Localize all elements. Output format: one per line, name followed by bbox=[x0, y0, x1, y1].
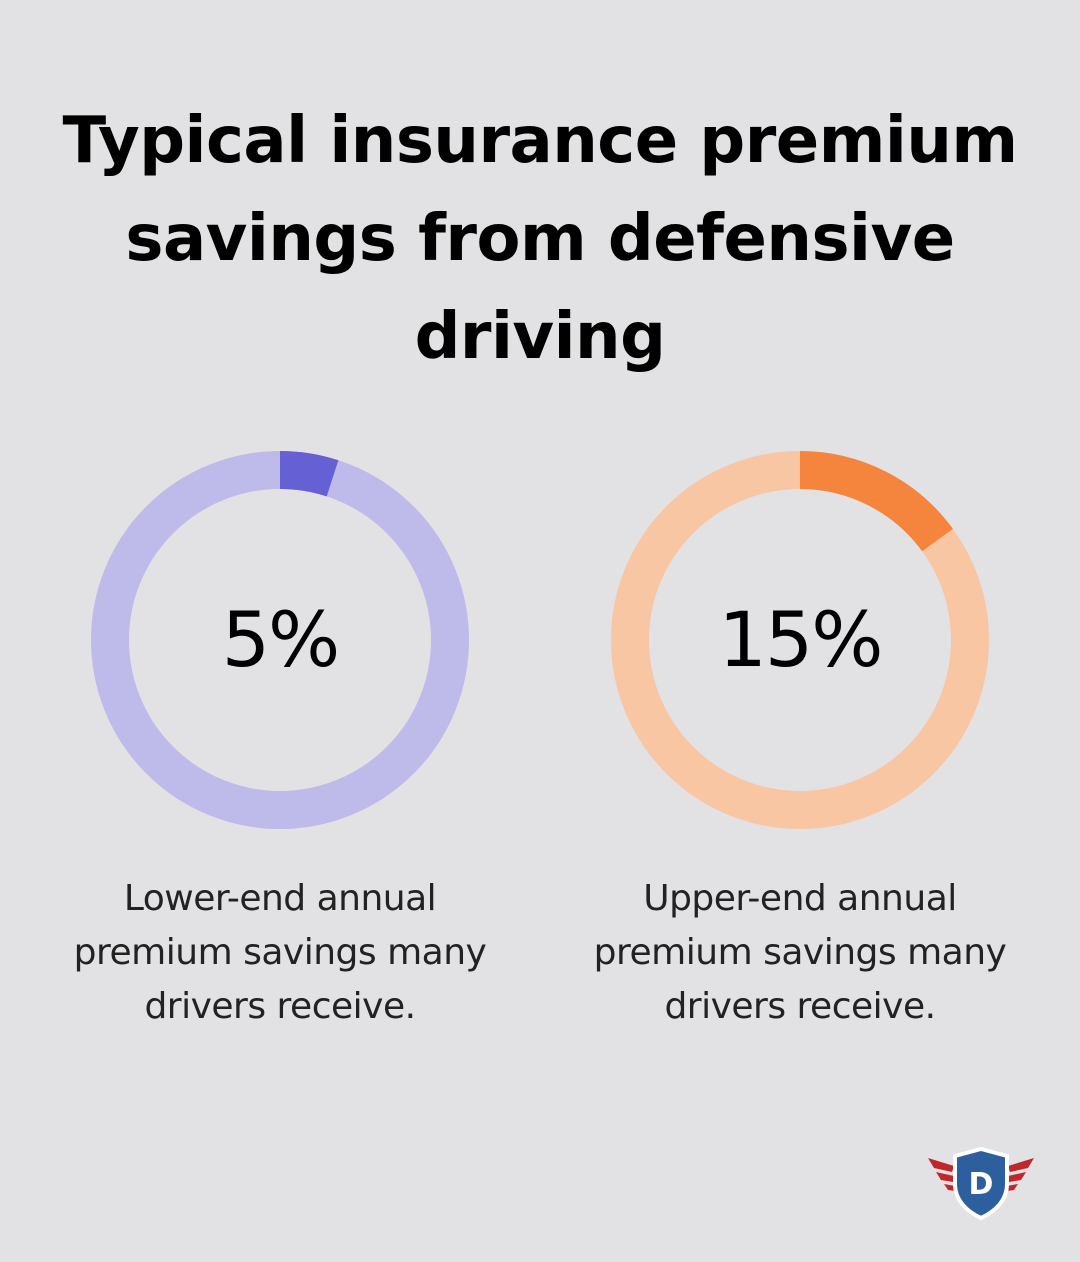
wings-icon bbox=[928, 1158, 1034, 1191]
donut-chart-high bbox=[611, 451, 989, 829]
chart-title: Typical insurance premium savings from d… bbox=[62, 104, 1018, 374]
logo-letter: D bbox=[969, 1167, 994, 1202]
donut-slice bbox=[799, 451, 953, 552]
shield-icon bbox=[953, 1146, 1009, 1220]
donut-value-label: 15% bbox=[718, 595, 884, 684]
donut-caption: Upper-end annual premium savings many dr… bbox=[593, 878, 1007, 1027]
donut-chart-low bbox=[91, 451, 469, 829]
brand-logo: D bbox=[928, 1146, 1034, 1220]
donut-slice bbox=[279, 451, 339, 497]
donut-value-label: 5% bbox=[221, 595, 341, 684]
donut-caption: Lower-end annual premium savings many dr… bbox=[73, 878, 487, 1027]
